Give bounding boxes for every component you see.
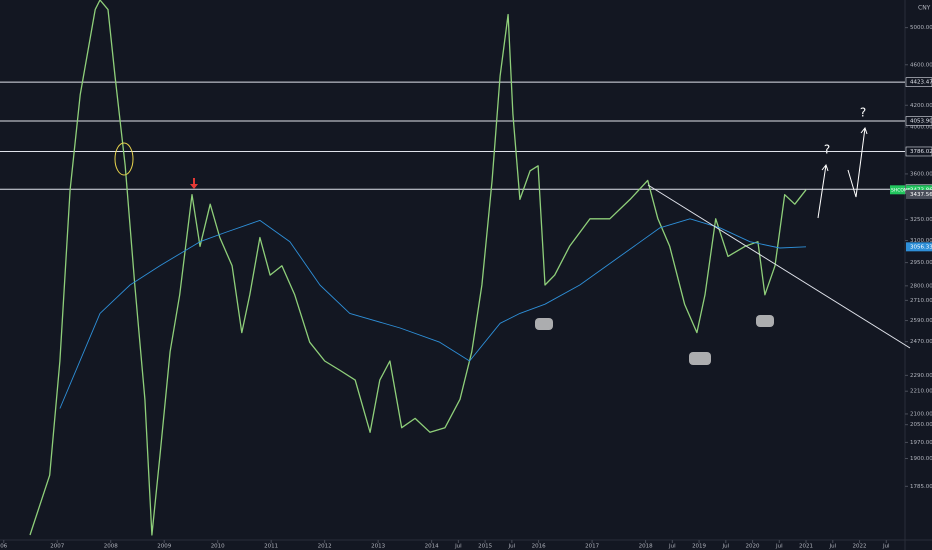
- annotation: ?: [860, 106, 866, 120]
- y-tick-label: 4200.000: [910, 103, 932, 109]
- x-tick-label: 2015: [478, 544, 492, 550]
- y-tick-label: 3250.000: [910, 217, 932, 223]
- y-tick-label: 3600.000: [910, 171, 932, 177]
- x-tick-label: Jul: [454, 544, 462, 550]
- x-tick-label: 2019: [692, 544, 706, 550]
- level-tag: [905, 77, 932, 87]
- x-tick-label: Jul: [721, 544, 729, 550]
- x-tick-label: Jul: [668, 544, 676, 550]
- x-tick-label: 2014: [425, 544, 439, 550]
- x-tick-label: 2022: [853, 544, 867, 550]
- price-tag: [906, 185, 932, 195]
- x-tick-label: 2012: [318, 544, 332, 550]
- x-tick-label: 2011: [264, 544, 278, 550]
- y-tick-label: 1785.000: [910, 484, 932, 490]
- level-tag: [905, 146, 932, 157]
- x-tick-label: 2018: [639, 544, 653, 550]
- x-tick-label: 2007: [50, 544, 64, 550]
- x-tick-label: Jul: [828, 544, 836, 550]
- series-tag-label: SHCOMP: [891, 187, 911, 193]
- price-tag: [906, 242, 932, 252]
- y-tick-label: 2710.000: [910, 298, 932, 304]
- level-label: 4053.902: [910, 119, 932, 125]
- y-tick-label: 4600.000: [910, 62, 932, 68]
- x-tick-label: Jul: [508, 544, 516, 550]
- y-tick-label: 2290.000: [910, 373, 932, 379]
- annotation: ?: [824, 143, 830, 157]
- x-tick-label: Jul: [775, 544, 783, 550]
- highlight-ellipse: [114, 142, 134, 176]
- price-line: [59, 218, 807, 409]
- price-tag-value: 3056.331: [910, 244, 932, 250]
- x-tick-label: Jul: [882, 544, 890, 550]
- x-tick-label: 2013: [371, 544, 385, 550]
- x-tick-label: 2008: [104, 544, 118, 550]
- x-tick-label: 06: [0, 544, 7, 550]
- level-label: 4423.478: [910, 80, 932, 86]
- bottom-marker: [756, 315, 774, 327]
- series-tag: [890, 185, 905, 195]
- y-tick-label: 2590.000: [910, 318, 932, 324]
- y-tick-label: 5000.000: [910, 25, 932, 31]
- x-tick-label: 2021: [799, 544, 813, 550]
- projection-arrow: [847, 126, 868, 198]
- projection-arrow: [817, 163, 829, 219]
- y-tick-label: 1970.000: [910, 440, 932, 446]
- y-tick-label: 3100.000: [910, 238, 932, 244]
- red-arrow: [190, 178, 198, 189]
- plot: [0, 0, 905, 536]
- y-tick-label: 2470.000: [910, 339, 932, 345]
- price-tag-value: 3437.566: [910, 192, 932, 198]
- trend-line: [647, 184, 911, 349]
- y-tick-label: 2950.000: [910, 260, 932, 266]
- x-tick-label: 2009: [157, 544, 171, 550]
- price-line: [29, 0, 807, 536]
- bottom-marker: [535, 318, 553, 330]
- x-tick-label: 2010: [211, 544, 225, 550]
- price-tag: [906, 189, 932, 199]
- bottom-marker: [689, 352, 711, 365]
- y-tick-label: 1900.000: [910, 456, 932, 462]
- level-label: 3786.024: [910, 149, 932, 155]
- x-tick-label: 2020: [746, 544, 760, 550]
- y-tick-label: 2800.000: [910, 283, 932, 289]
- x-tick-label: 2017: [585, 544, 599, 550]
- y-tick-label: 2050.000: [910, 422, 932, 428]
- y-tick-label: 2210.000: [910, 389, 932, 395]
- unit-label: CNY: [918, 5, 931, 12]
- x-tick-label: 2016: [532, 544, 546, 550]
- level-tag: [905, 116, 932, 126]
- y-tick-label: 2100.000: [910, 411, 932, 417]
- y-tick-label: 4000.000: [910, 124, 932, 130]
